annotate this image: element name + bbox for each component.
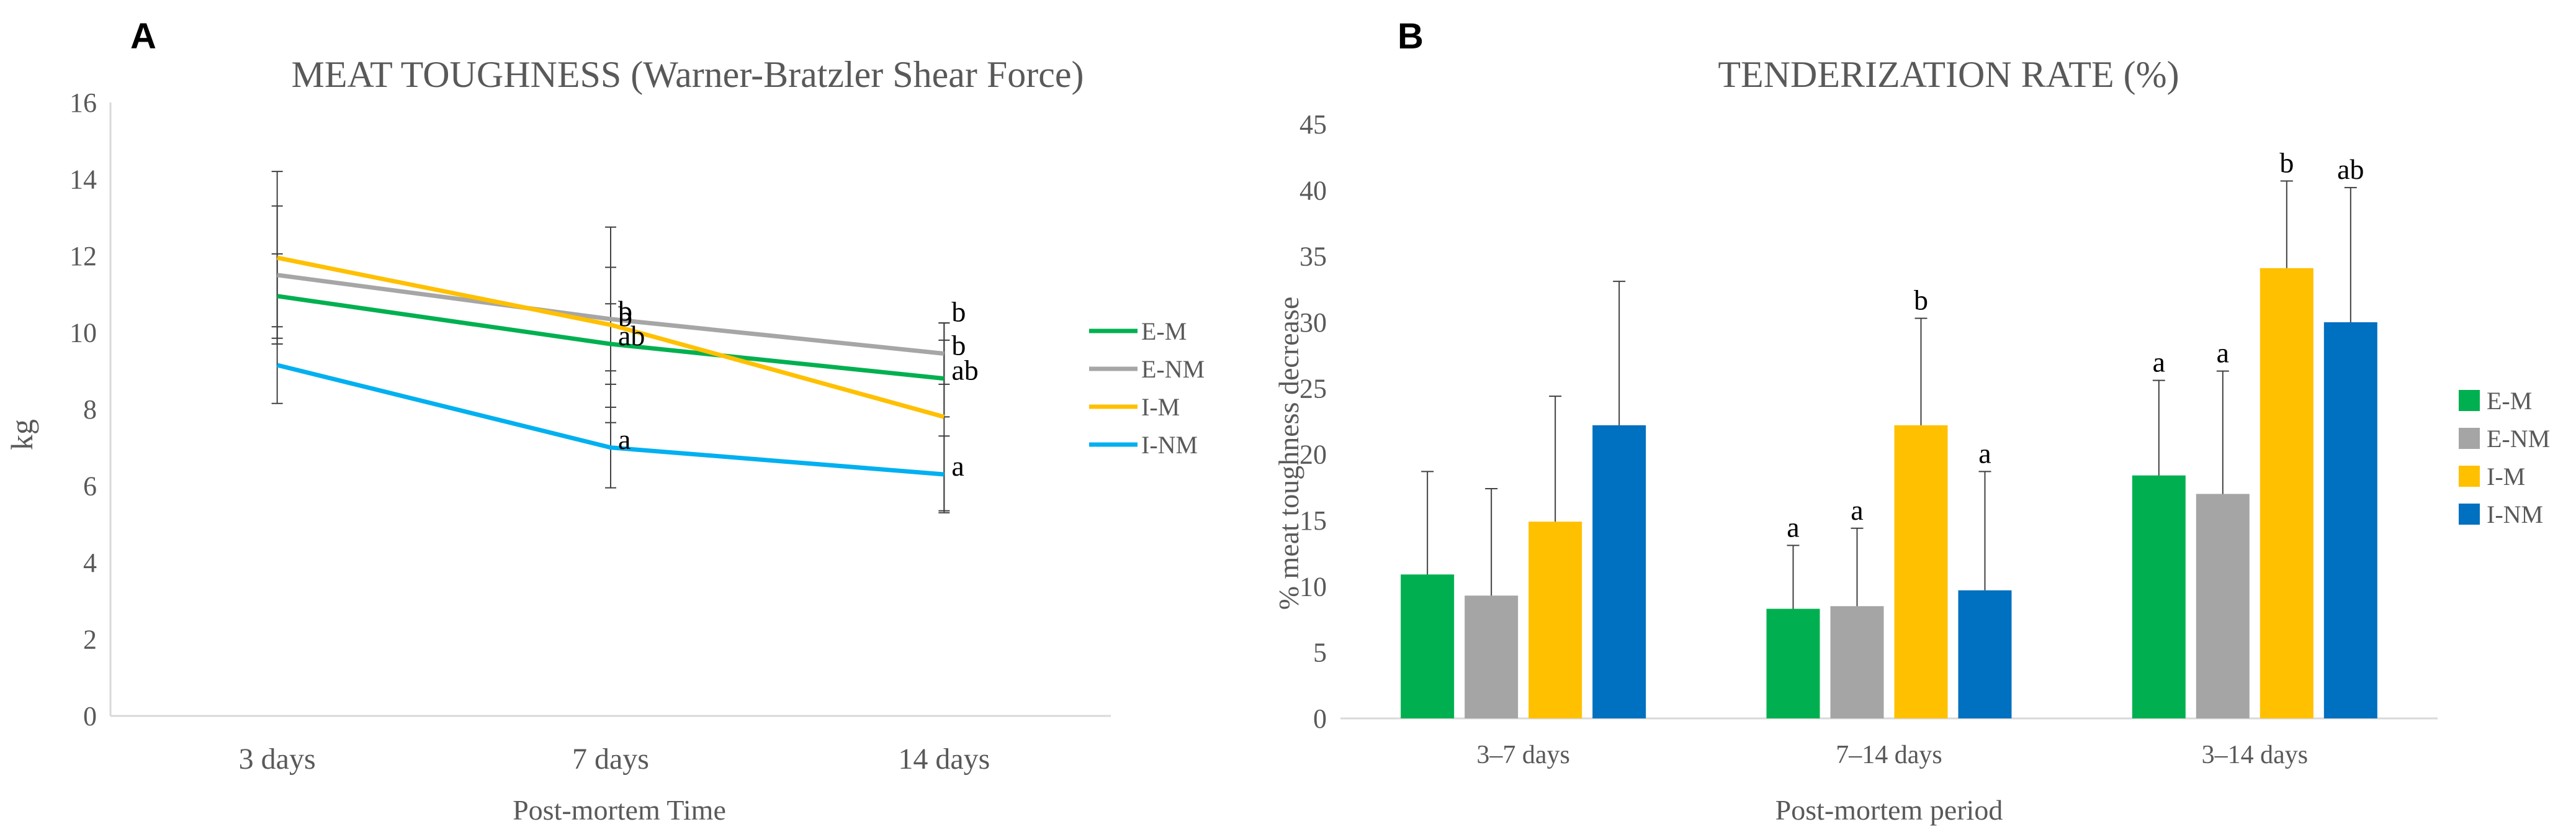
chart-b: 0 5 10 15 20 25 30 35 40 45 3–7 days 7–14 days 3–14 … — [1299, 109, 2550, 769]
series-line-e-nm — [277, 273, 945, 356]
chart-b-y-tick-label: 10 — [1299, 571, 1327, 602]
chart-b-y-tick-label: 30 — [1299, 307, 1327, 338]
chart-b-sig-label: a — [1978, 437, 1991, 469]
chart-b-sig-label: a — [2153, 346, 2165, 378]
chart-a-x-tick-label: 3 days — [239, 743, 316, 776]
bar-i-nm-3-7-days — [1592, 425, 1646, 718]
chart-a-sig-label: a — [618, 423, 631, 455]
bar-i-nm-3-14-days — [2323, 322, 2377, 718]
chart-b-x-tick-label: 7–14 days — [1836, 741, 1942, 769]
chart-b-y-tick-label: 5 — [1313, 638, 1327, 668]
legend-label-e-m: E-M — [1141, 317, 1187, 345]
legend-swatch-e-m — [2459, 390, 2480, 411]
chart-a-y-tick-label: 12 — [70, 241, 97, 271]
chart-a-title: MEAT TOUGHNESS (Warner-Bratzler Shear Fo… — [292, 54, 1084, 95]
chart-a-y-tick-label: 8 — [83, 394, 97, 425]
chart-a-y-tick-label: 6 — [83, 471, 97, 502]
chart-b-y-tick-label: 15 — [1299, 505, 1327, 536]
panel-a-letter: A — [130, 16, 156, 57]
chart-b-sig-label: b — [2279, 147, 2294, 178]
panel-b-letter: B — [1398, 16, 1424, 57]
chart-b-sig-label: a — [2217, 337, 2229, 369]
chart-b-y-tick-label: 0 — [1313, 704, 1327, 734]
legend-label-i-m: I-M — [2487, 463, 2525, 491]
chart-a-y-tick-label: 4 — [83, 548, 97, 578]
chart-a-sig-label: ab — [951, 355, 978, 386]
bar-e-nm-7-14-days — [1830, 606, 1884, 718]
chart-b-y-tick-label: 25 — [1299, 373, 1327, 404]
chart-b-x-tick-label: 3–7 days — [1476, 741, 1570, 769]
bar-e-nm-3-7-days — [1465, 595, 1519, 718]
chart-a-sig-label: b — [618, 295, 632, 327]
chart-a-sig-label: a — [951, 450, 964, 482]
chart-b-sig-label: a — [1787, 511, 1799, 543]
chart-a-x-tick-label: 7 days — [572, 743, 649, 776]
chart-a-y-tick-label: 2 — [83, 625, 97, 655]
legend-label-e-m: E-M — [2487, 387, 2532, 415]
chart-a-y-tick-label: 14 — [70, 165, 97, 195]
chart-b-y-tick-label: 20 — [1299, 440, 1327, 470]
chart-b-sig-label: b — [1914, 284, 1928, 316]
bar-e-m-3-7-days — [1401, 574, 1455, 718]
chart-b-sig-label: a — [1851, 494, 1863, 526]
legend-label-e-nm: E-NM — [1141, 355, 1205, 383]
legend-swatch-e-nm — [2459, 428, 2480, 449]
chart-a-y-tick-label: 10 — [70, 318, 97, 348]
chart-a-sig-label: ab — [618, 320, 645, 351]
chart-a-y-tick-label: 0 — [83, 701, 97, 731]
legend-label-i-nm: I-NM — [2487, 500, 2543, 528]
chart-a-sig-label: b — [951, 296, 966, 328]
legend-label-i-m: I-M — [1141, 393, 1180, 421]
legend-label-e-nm: E-NM — [2487, 425, 2550, 453]
bar-e-nm-3-14-days — [2196, 494, 2250, 718]
bar-i-m-3-14-days — [2260, 268, 2313, 719]
bar-e-m-3-14-days — [2132, 475, 2186, 718]
chart-a-sig-label: b — [951, 329, 966, 361]
legend-label-i-nm: I-NM — [1141, 431, 1198, 459]
chart-b-title: TENDERIZATION RATE (%) — [1718, 54, 2179, 95]
chart-b-y-tick-label: 40 — [1299, 175, 1327, 206]
chart-a-x-tick-label: 14 days — [898, 743, 990, 776]
chart-a-y-tick-label: 16 — [70, 88, 97, 118]
series-line-i-nm — [276, 363, 945, 477]
chart-b-sig-label: ab — [2337, 153, 2364, 185]
chart-b-y-tick-label: 35 — [1299, 242, 1327, 272]
bar-i-nm-7-14-days — [1958, 590, 2012, 718]
chart-a-ylabel: kg — [4, 419, 39, 450]
legend-swatch-i-nm — [2459, 504, 2480, 525]
bar-i-m-3-7-days — [1528, 522, 1582, 718]
chart-a-sig-label: b — [618, 301, 632, 332]
bar-i-m-7-14-days — [1894, 425, 1948, 718]
chart-b-y-tick-label: 45 — [1299, 109, 1327, 140]
chart-b-ylabel: % meat toughness decrease — [1273, 297, 1304, 610]
legend-swatch-i-m — [2459, 466, 2480, 487]
chart-b-xlabel: Post-mortem period — [1775, 794, 2003, 826]
series-line-e-m — [277, 294, 945, 381]
bar-e-m-7-14-days — [1766, 609, 1820, 718]
chart-a-xlabel: Post-mortem Time — [513, 794, 726, 826]
series-line-i-m — [276, 255, 945, 419]
chart-b-x-tick-label: 3–14 days — [2202, 741, 2309, 769]
